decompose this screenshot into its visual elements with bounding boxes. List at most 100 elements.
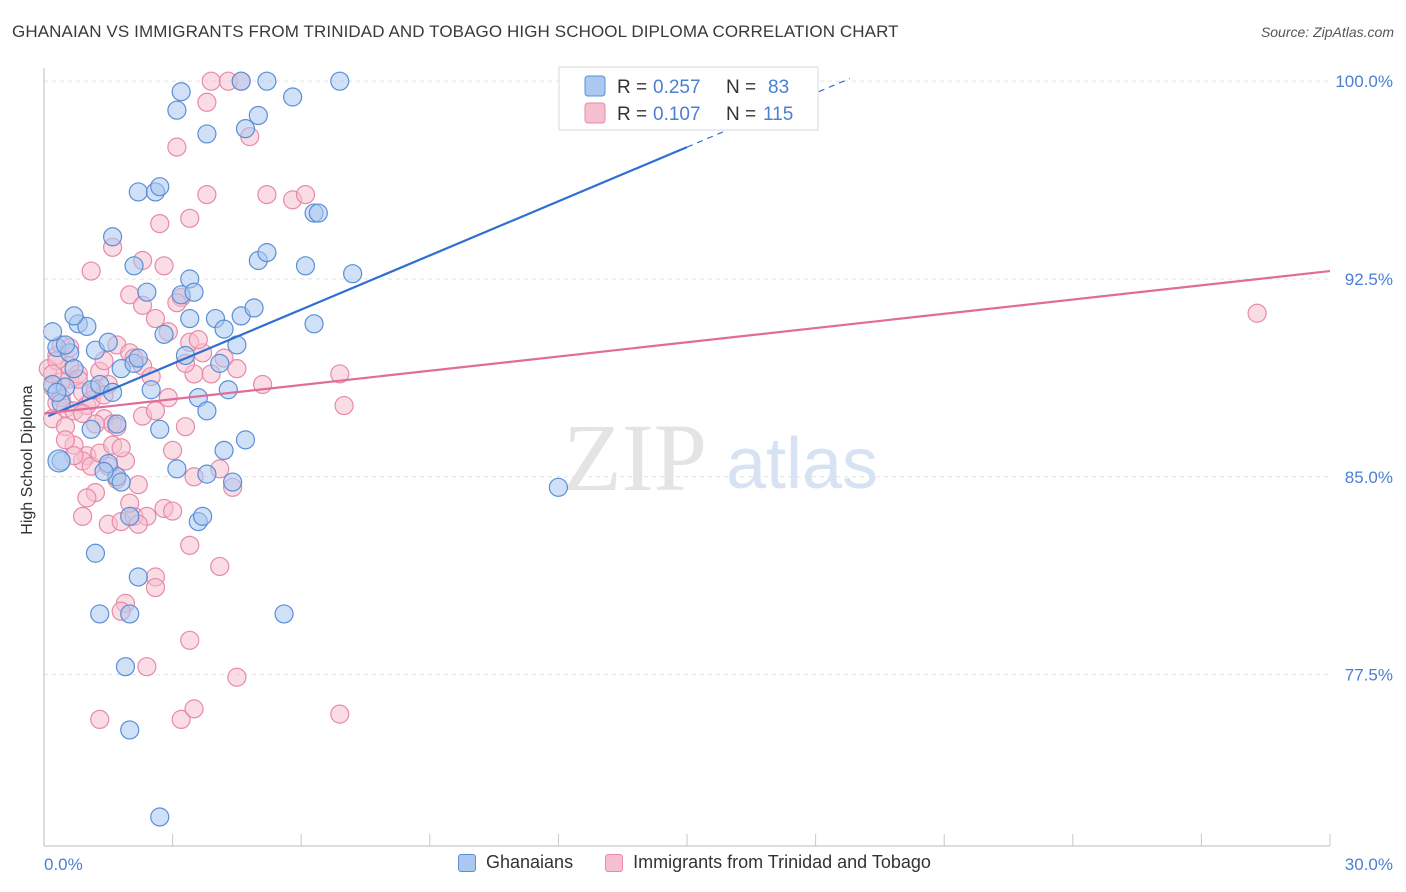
data-point <box>145 308 166 329</box>
data-point <box>330 364 350 384</box>
data-point <box>128 475 148 495</box>
x-tick-label: 0.0% <box>44 855 83 874</box>
trendline-ghanaians <box>47 146 688 418</box>
data-point <box>81 261 101 281</box>
data-point <box>124 256 144 276</box>
x-tick-labels: 0.0% 30.0% <box>44 855 1393 874</box>
chart-title: GHANAIAN VS IMMIGRANTS FROM TRINIDAD AND… <box>12 22 899 41</box>
data-point <box>227 667 247 687</box>
data-point <box>197 464 217 484</box>
data-point <box>64 359 84 379</box>
data-point <box>334 395 354 416</box>
data-point <box>184 699 204 719</box>
data-point <box>244 298 264 318</box>
data-point <box>77 488 97 508</box>
data-point <box>308 203 328 223</box>
data-point <box>137 282 157 302</box>
data-point <box>180 208 200 228</box>
data-point <box>343 264 363 284</box>
source-label: Source: ZipAtlas.com <box>1260 24 1394 40</box>
legend-item-ghanaians: Ghanaians <box>458 852 573 873</box>
data-point <box>193 506 213 526</box>
data-point <box>257 184 277 205</box>
data-point <box>115 657 136 677</box>
data-point <box>158 388 178 408</box>
legend-item-trinidad: Immigrants from Trinidad and Tobago <box>605 852 931 873</box>
data-point <box>231 71 251 91</box>
x-tick-label: 30.0% <box>1345 855 1393 874</box>
data-point <box>295 256 316 276</box>
data-point <box>274 604 294 624</box>
y-tick-label: 100.0% <box>1335 72 1393 91</box>
data-point <box>180 308 200 329</box>
watermark-atlas: atlas <box>726 424 878 504</box>
data-point <box>180 535 200 555</box>
data-point <box>77 316 97 337</box>
data-point <box>150 419 170 439</box>
data-point <box>128 182 148 202</box>
stat-legend: R = 0.257 N = 83 R = 0.107 N = 115 <box>558 66 819 131</box>
y-tick-label: 85.0% <box>1345 468 1393 487</box>
data-point <box>214 319 234 339</box>
data-point <box>47 382 67 402</box>
data-point <box>120 506 140 526</box>
data-point <box>128 567 148 587</box>
x-ticks <box>43 834 1331 846</box>
data-point <box>330 71 350 91</box>
data-point <box>171 82 191 102</box>
data-point <box>90 604 110 624</box>
data-point <box>154 324 174 344</box>
data-point <box>197 184 217 205</box>
data-point <box>210 353 230 373</box>
data-point <box>201 71 221 91</box>
data-point <box>150 214 170 234</box>
data-point <box>163 440 183 461</box>
data-point <box>111 438 131 458</box>
data-point <box>171 709 191 730</box>
stat-legend-pink-swatch <box>584 102 606 124</box>
data-point <box>102 227 123 247</box>
legend-label: Ghanaians <box>486 852 574 872</box>
data-point <box>98 332 118 352</box>
data-point <box>257 71 277 91</box>
data-point <box>72 506 93 526</box>
data-point <box>55 430 76 450</box>
legend-swatch-pink <box>605 853 624 872</box>
data-point <box>197 401 217 421</box>
data-point <box>330 704 350 724</box>
data-point <box>218 380 238 400</box>
stat-legend-n-label: N = <box>726 104 756 125</box>
data-point <box>163 501 183 521</box>
y-tick-labels: 77.5% 85.0% 92.5% 100.0% <box>1335 72 1393 684</box>
data-point <box>223 472 243 492</box>
data-point <box>167 100 187 120</box>
data-point <box>180 630 200 650</box>
data-point <box>167 137 187 157</box>
data-point <box>295 184 316 205</box>
data-point <box>120 604 140 624</box>
data-point <box>188 330 208 350</box>
data-point <box>85 543 106 563</box>
data-point <box>90 709 110 730</box>
stat-legend-r-label: R = <box>617 77 647 98</box>
data-point <box>154 256 174 276</box>
data-point <box>197 92 217 112</box>
data-point <box>81 419 101 439</box>
data-point <box>184 282 204 302</box>
data-point <box>197 124 217 144</box>
y-axis-title: High School Diploma <box>19 385 36 535</box>
trendline-trinidad <box>43 269 1331 415</box>
data-point <box>283 87 303 107</box>
data-point <box>227 359 247 379</box>
stat-legend-r-label: R = <box>617 104 647 125</box>
data-point <box>175 417 196 437</box>
data-point <box>94 461 114 482</box>
data-point <box>150 807 170 827</box>
data-point <box>214 440 234 461</box>
data-point <box>107 414 127 434</box>
data-point <box>167 459 187 479</box>
data-point <box>235 430 256 450</box>
y-tick-label: 92.5% <box>1345 270 1393 289</box>
series-ghanaian-points <box>42 71 569 827</box>
data-point <box>235 119 256 139</box>
